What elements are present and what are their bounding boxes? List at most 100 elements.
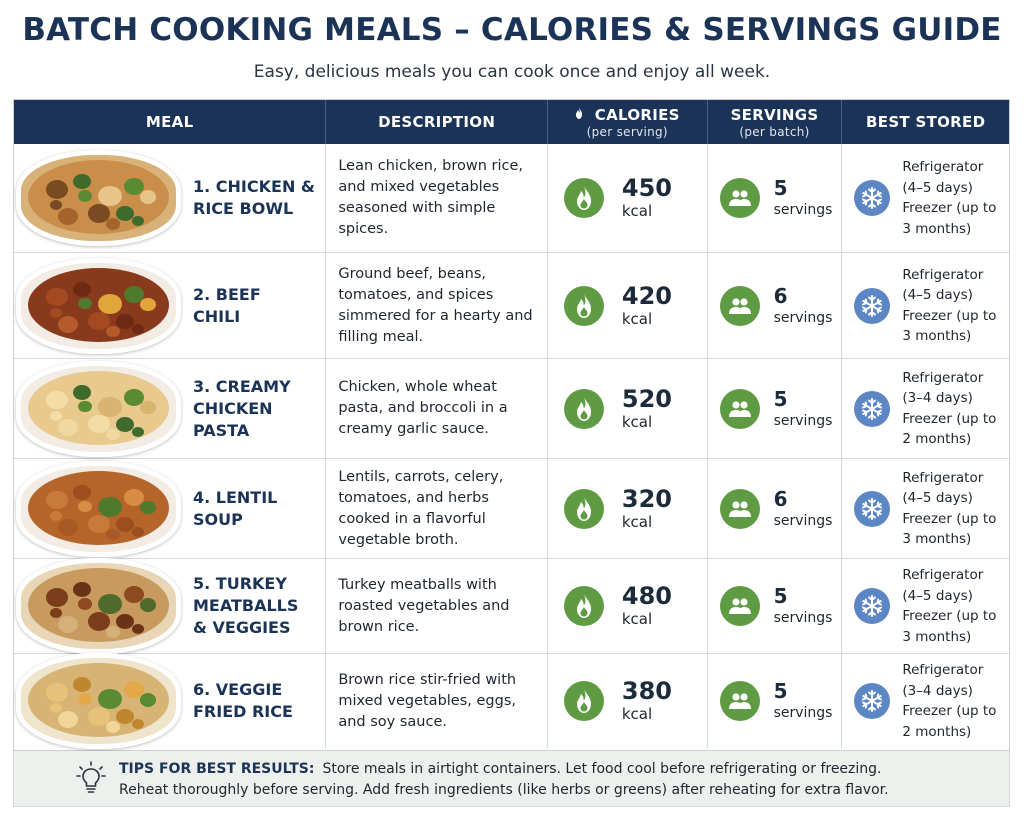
servings-unit: servings [773, 610, 833, 626]
food-detail [50, 410, 62, 421]
servings-cell: 6 servings [708, 459, 843, 558]
storage-info: Refrigerator (4–5 days) Freezer (up to 3… [902, 469, 997, 548]
servings-value: 6 [773, 486, 788, 511]
flame-icon [563, 488, 604, 529]
storage-info: Refrigerator (4–5 days) Freezer (up to 3… [902, 567, 997, 645]
calories-block: 480 kcal [622, 583, 672, 629]
food-detail [106, 218, 120, 230]
snowflake-icon [854, 287, 891, 324]
calories-block: 420 kcal [622, 283, 672, 329]
food-detail [132, 526, 144, 537]
people-icon [719, 488, 760, 529]
meal-description: Turkey meatballs with roasted vegetables… [338, 576, 510, 635]
storage-cell: Refrigerator (3–4 days) Freezer (up to 2… [842, 654, 1009, 748]
food-detail [132, 216, 144, 227]
servings-unit: servings [773, 512, 833, 529]
table-row: 1. CHICKEN & RICE BOWL Lean chicken, bro… [14, 144, 1009, 253]
page-title: BATCH COOKING MEALS – CALORIES & SERVING… [22, 12, 1002, 48]
food-bowl [28, 470, 169, 545]
calories-value: 320 [621, 484, 672, 513]
snowflake-icon [854, 180, 891, 216]
servings-block: 6 servings [774, 284, 833, 328]
food-detail [106, 626, 120, 638]
people-icon [719, 178, 760, 218]
header-meal: MEAL [14, 100, 327, 144]
storage-info: Refrigerator (3–4 days) Freezer (up to 2… [902, 369, 997, 448]
storage-cell: Refrigerator (3–4 days) Freezer (up to 2… [842, 359, 1009, 458]
description-cell: Turkey meatballs with roasted vegetables… [326, 559, 548, 653]
servings-unit: servings [773, 412, 833, 429]
food-detail [46, 490, 68, 510]
meal-description: Lean chicken, brown rice, and mixed vege… [338, 158, 524, 237]
table-row: 6. VEGGIE FRIED RICE Brown rice stir-fri… [14, 653, 1009, 749]
meal-name: 2. BEEF CHILI [193, 284, 261, 326]
food-detail [98, 496, 122, 517]
food-detail [46, 683, 68, 702]
food-detail [50, 200, 62, 211]
meal-name: 1. CHICKEN & RICE BOWL [193, 177, 315, 218]
calories-block: 320 kcal [622, 486, 672, 532]
food-detail [116, 206, 134, 222]
lightbulb-icon [76, 761, 106, 799]
servings-value: 6 [773, 283, 788, 308]
table-header: MEAL DESCRIPTION CALORIES (per serving) … [14, 100, 1009, 144]
food-detail [140, 190, 156, 204]
storage-info: Refrigerator (4–5 days) Freezer (up to 3… [902, 266, 997, 345]
food-detail [140, 598, 156, 612]
calories-cell: 480 kcal [548, 559, 708, 653]
food-detail [58, 315, 78, 333]
food-bowl [28, 568, 169, 642]
creamy-chicken-pasta-photo [16, 360, 181, 457]
food-detail [58, 208, 78, 225]
food-detail [73, 281, 91, 297]
food-detail [116, 709, 134, 725]
meal-cell: 2. BEEF CHILI [14, 253, 327, 358]
servings-cell: 5 servings [708, 654, 843, 748]
calories-unit: kcal [621, 309, 653, 328]
servings-cell: 5 servings [708, 559, 843, 653]
calories-block: 520 kcal [622, 386, 672, 432]
description-cell: Lean chicken, brown rice, and mixed vege… [326, 144, 548, 252]
food-detail [140, 693, 156, 707]
meal-name: 4. LENTIL SOUP [193, 487, 278, 529]
calories-value: 450 [621, 174, 672, 202]
servings-unit: servings [773, 705, 833, 721]
servings-unit: servings [773, 309, 833, 326]
servings-block: 5 servings [774, 387, 833, 431]
calories-cell: 520 kcal [548, 359, 708, 458]
food-detail [140, 400, 156, 415]
food-detail [73, 484, 91, 500]
servings-block: 5 servings [774, 679, 833, 723]
food-detail [46, 588, 68, 607]
calories-unit: kcal [621, 512, 653, 531]
food-detail [46, 287, 68, 307]
food-detail [98, 293, 122, 314]
table-row: 5. TURKEY MEATBALLS & VEGGIES Turkey mea… [14, 558, 1009, 654]
header-best-stored: BEST STORED [842, 100, 1009, 144]
food-detail [140, 297, 156, 312]
meal-cell: 1. CHICKEN & RICE BOWL [14, 144, 327, 252]
servings-unit: servings [773, 202, 833, 218]
food-detail [78, 400, 92, 413]
flame-icon [563, 586, 604, 626]
food-detail [46, 180, 68, 199]
food-detail [78, 693, 92, 705]
servings-cell: 5 servings [708, 359, 843, 458]
food-detail [50, 510, 62, 521]
chicken-rice-bowl-photo [16, 150, 181, 246]
meal-description: Chicken, whole wheat pasta, and broccoli… [338, 379, 508, 437]
description-cell: Chicken, whole wheat pasta, and broccoli… [326, 359, 548, 458]
food-detail [50, 307, 62, 318]
food-detail [98, 689, 122, 710]
food-bowl [28, 370, 169, 445]
food-detail [73, 174, 91, 190]
table-row: 3. CREAMY CHICKEN PASTA Chicken, whole w… [14, 359, 1009, 459]
header-servings-label: SERVINGS [730, 105, 819, 124]
food-detail [124, 388, 144, 406]
food-detail [78, 500, 92, 513]
servings-cell: 5 servings [708, 144, 843, 252]
food-detail [106, 528, 120, 541]
flame-icon [575, 107, 583, 122]
meal-cell: 4. LENTIL SOUP [14, 459, 327, 558]
table-row: 4. LENTIL SOUP Lentils, carrots, celery,… [14, 459, 1009, 559]
